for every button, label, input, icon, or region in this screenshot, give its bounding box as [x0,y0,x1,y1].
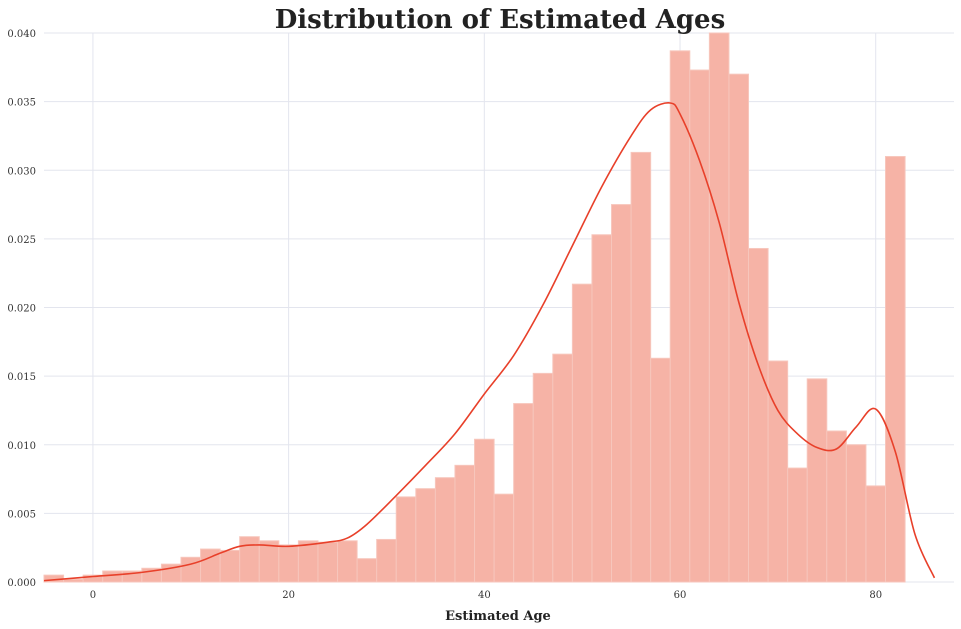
x-tick-label: 40 [478,590,491,601]
histogram-bar [571,283,593,583]
histogram-bar [356,558,378,583]
x-tick-label: 0 [90,590,96,601]
x-tick-label: 60 [674,590,687,601]
histogram-bar [434,477,456,583]
y-tick-label: 0.020 [7,304,36,315]
histogram-bar [806,378,828,583]
histogram-bar [278,544,299,583]
histogram-bar [748,247,769,583]
histogram-bar [845,444,867,583]
x-tick-label: 20 [282,590,295,601]
y-tick-label: 0.015 [7,372,36,383]
histogram-bar [591,234,613,583]
histogram-bar [180,556,202,583]
histogram-bar [493,493,515,583]
histogram-bar [865,485,887,583]
histogram-bar [689,69,710,583]
histogram-bars [43,32,906,583]
histogram-bar [532,372,554,583]
histogram-bar [767,360,789,583]
histogram-bar [239,536,260,583]
histogram-bar [297,540,319,583]
y-tick-label: 0.025 [7,235,36,246]
histogram-bar [337,540,358,583]
x-tick-label: 80 [869,590,882,601]
histogram-bar [885,156,906,583]
y-axis: 0.000 0.005 0.010 0.015 0.020 0.025 0.030 0.035… [7,29,36,589]
histogram-bar [219,549,241,583]
histogram-bar [474,438,495,583]
histogram-bar [650,357,671,583]
histogram-bar [317,541,339,583]
y-tick-label: 0.040 [7,29,36,40]
x-axis: 0 20 40 60 80 [90,590,882,601]
histogram-bar [552,353,573,583]
y-tick-label: 0.005 [7,509,36,520]
histogram-bar [513,403,534,583]
x-axis-label: Estimated Age [445,609,551,624]
histogram-bar [826,430,847,583]
histogram-bar [395,496,417,583]
histogram-bar [669,50,691,583]
y-tick-label: 0.030 [7,166,36,177]
histogram-bar [63,578,84,583]
y-tick-label: 0.000 [7,578,36,589]
histogram-bar [787,467,808,583]
histogram-bar [258,540,280,583]
histogram-bar [415,488,436,583]
kde-curve [43,102,936,582]
histogram-bar [102,570,123,583]
y-tick-label: 0.035 [7,98,36,109]
histogram-bar [454,464,476,583]
histogram-bar [611,204,632,583]
chart-title: Distribution of Estimated Ages [275,5,726,35]
y-tick-label: 0.010 [7,441,36,452]
histogram-bar [630,151,652,583]
histogram-bar [376,538,397,583]
histogram-bar [708,32,730,583]
